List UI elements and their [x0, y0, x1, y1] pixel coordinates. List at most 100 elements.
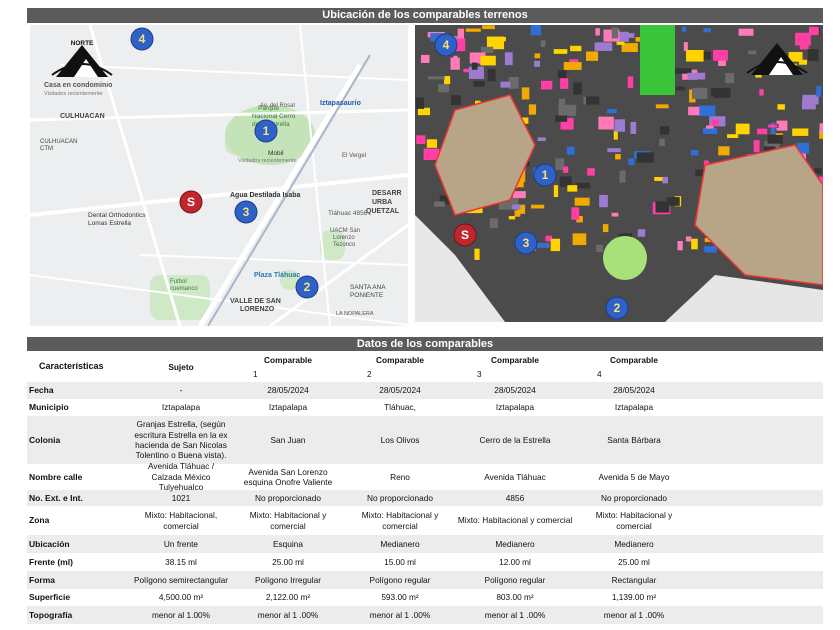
zone-block — [555, 158, 565, 170]
zone-area — [694, 144, 823, 286]
park — [150, 275, 210, 320]
table-cell: Tláhuac, — [384, 402, 416, 413]
zone-block — [480, 46, 494, 54]
map-label: Parque — [258, 105, 279, 112]
table-cell: 25.00 ml — [272, 556, 304, 567]
zone-block — [704, 246, 717, 253]
zone-block — [451, 95, 462, 105]
zone-block — [695, 169, 709, 177]
zone-block — [611, 212, 619, 217]
zone-block — [514, 210, 521, 217]
comparable-title: Comparable — [264, 355, 312, 365]
filler — [693, 535, 823, 553]
zone-block — [688, 106, 700, 116]
map-marker — [254, 119, 278, 143]
zone-block — [753, 140, 760, 153]
zone-block — [595, 28, 600, 36]
table-row: Fecha - 28/05/2024 28/05/2024 28/05/2024 28/0… — [27, 382, 823, 399]
zone-block — [666, 197, 680, 206]
row-label: Nombre calle — [29, 471, 83, 482]
row-label: Forma — [29, 574, 55, 585]
comparable-number: 3 — [477, 368, 482, 379]
zone-block — [768, 124, 778, 128]
table-cell: Mixto: Habitacional y comercial — [249, 510, 327, 531]
zone-block — [457, 28, 465, 40]
section-banner: Datos de los comparables — [27, 337, 823, 351]
zone-block — [735, 123, 750, 135]
table-cell: menor al 1 .00% — [484, 609, 546, 620]
map-label: CTM — [40, 146, 53, 152]
map-label: CULHUACAN — [60, 113, 105, 120]
zone-block — [563, 166, 569, 173]
zone-block — [508, 76, 519, 89]
zone-block — [509, 195, 519, 208]
table-cell: 4,500.00 m² — [158, 592, 204, 603]
table-cell: Iztapalapa — [161, 402, 201, 413]
zone-block — [426, 139, 438, 148]
comparable-number: 2 — [367, 368, 372, 379]
road — [30, 274, 408, 326]
table-cell: Santa Bárbara — [607, 434, 661, 445]
marker-label: 3 — [243, 205, 250, 219]
zone-block — [710, 87, 729, 96]
zone-block — [558, 104, 577, 116]
map-label: LORENZO — [240, 306, 275, 313]
map-label: URBA — [372, 199, 392, 206]
table-cell: Iztapalapa — [614, 402, 654, 413]
zone-block — [487, 68, 496, 82]
zone-block — [616, 31, 629, 42]
zone-block — [808, 26, 819, 36]
zone-block — [718, 146, 730, 156]
road — [207, 54, 371, 326]
row-label: No. Ext. e Int. — [29, 492, 83, 503]
filler — [693, 490, 823, 506]
zone-block — [624, 33, 635, 38]
zone-block — [471, 62, 478, 70]
table-row: Ubicación Un frente Esquina Medianero Median… — [27, 535, 823, 553]
zone-block — [572, 233, 587, 246]
zone-block — [596, 244, 603, 253]
zone-block — [508, 216, 516, 220]
table-header-row: Características Sujeto Comparable 1 Comparab… — [27, 352, 823, 382]
table-cell: No proporcionado — [367, 492, 433, 503]
zone-block — [541, 80, 553, 90]
zone-block — [662, 176, 668, 184]
filler — [693, 571, 823, 589]
zone-block — [550, 238, 561, 252]
zone-block — [528, 104, 537, 115]
table-cell: 15.00 ml — [384, 556, 416, 567]
zone-block — [537, 137, 546, 142]
map-label: Tezonco — [333, 242, 356, 248]
zone-block — [473, 80, 485, 87]
zone-block — [799, 45, 809, 50]
map-marker — [234, 200, 258, 224]
section-banner: Ubicación de los comparables terrenos — [27, 8, 823, 23]
zone-block — [606, 109, 617, 114]
table-cell: 25.00 ml — [618, 556, 650, 567]
header-comparable: Comparable 4 — [575, 352, 693, 382]
table-cell: Polígono semirectangular — [133, 574, 229, 585]
map-label: QUETZAL — [366, 208, 400, 215]
data-table: Características Sujeto Comparable 1 Comparab… — [27, 352, 823, 624]
map-label: Casa en condominio — [44, 82, 112, 89]
table-cell: menor al 1 .00% — [603, 609, 665, 620]
table-row: Topografía menor al 1.00% menor al 1 .00% m… — [27, 606, 823, 624]
zone-block — [474, 248, 480, 260]
map-marker — [130, 27, 154, 51]
zone-block — [433, 201, 445, 207]
zone-block — [560, 77, 569, 89]
zone-area — [434, 94, 536, 216]
zone-block — [819, 123, 823, 133]
header-comparable: Comparable 2 — [345, 352, 455, 382]
header-subject: Sujeto — [168, 361, 194, 372]
map-label: LA NOPALERA — [336, 311, 374, 317]
north-logo — [746, 61, 808, 74]
table-cell: menor al 1.00% — [151, 609, 211, 620]
zone-block — [516, 174, 524, 188]
comparable-title: Comparable — [491, 355, 539, 365]
zone-block — [534, 60, 541, 67]
road — [197, 63, 363, 326]
zone-block — [420, 54, 430, 63]
zone-block — [613, 130, 618, 140]
map-label: Futbol — [170, 279, 187, 285]
